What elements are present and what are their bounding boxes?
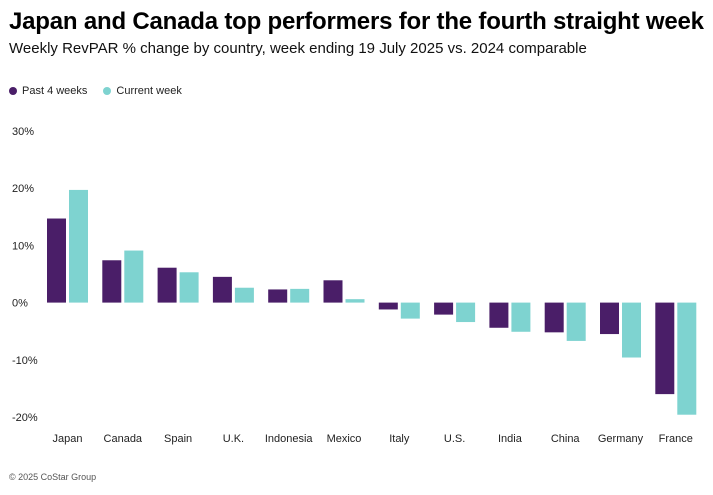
x-tick-label: Italy <box>389 433 410 445</box>
x-tick-label: Japan <box>53 433 83 445</box>
bar-current-week-germany <box>622 302 641 358</box>
bar-current-week-canada <box>124 250 144 303</box>
bar-past-4-weeks-china <box>544 302 564 333</box>
bar-past-4-weeks-canada <box>102 260 122 303</box>
x-tick-label: India <box>498 433 523 445</box>
y-tick-label: -20% <box>12 412 38 424</box>
bar-past-4-weeks-indonesia <box>268 289 288 303</box>
x-tick-label: France <box>659 433 693 445</box>
x-tick-label: Canada <box>104 433 143 445</box>
bar-current-week-us <box>456 302 476 323</box>
bar-current-week-italy <box>400 302 420 319</box>
bar-current-week-india <box>511 302 531 332</box>
bar-past-4-weeks-germany <box>600 302 619 335</box>
x-tick-label: Spain <box>164 433 192 445</box>
x-tick-label: Mexico <box>327 433 362 445</box>
copyright-footer: © 2025 CoStar Group <box>9 472 97 482</box>
legend-item-current-week: Current week <box>103 85 182 97</box>
y-tick-label: 20% <box>12 183 34 195</box>
bar-current-week-mexico <box>345 299 365 303</box>
legend-item-past-4-weeks: Past 4 weeks <box>9 85 87 97</box>
x-tick-label: U.S. <box>444 433 465 445</box>
bar-current-week-japan <box>69 189 88 303</box>
legend-label-past-4-weeks: Past 4 weeks <box>22 85 88 97</box>
bar-past-4-weeks-italy <box>378 302 398 310</box>
y-tick-label: 30% <box>12 126 34 138</box>
bar-past-4-weeks-india <box>489 302 509 328</box>
bar-current-week-indonesia <box>290 288 310 303</box>
x-tick-label: China <box>551 433 581 445</box>
legend-swatch-past-4-weeks <box>9 87 17 95</box>
y-tick-label: -10% <box>12 355 38 367</box>
bar-current-week-france <box>677 302 697 415</box>
legend: Past 4 weeks Current week <box>9 85 198 97</box>
y-tick-label: 10% <box>12 240 34 252</box>
y-tick-label: 0% <box>12 298 28 310</box>
legend-swatch-current-week <box>103 87 112 95</box>
chart-title: Japan and Canada top performers for the … <box>9 8 704 35</box>
bar-past-4-weeks-uk <box>212 276 232 303</box>
legend-label-current-week: Current week <box>116 85 182 97</box>
bar-past-4-weeks-spain <box>157 267 177 303</box>
bar-current-week-china <box>566 302 586 341</box>
bar-past-4-weeks-france <box>655 302 675 395</box>
x-tick-label: Germany <box>598 433 644 445</box>
x-tick-label: U.K. <box>223 433 244 445</box>
bar-past-4-weeks-japan <box>47 218 66 303</box>
x-tick-label: Indonesia <box>265 433 314 445</box>
bar-past-4-weeks-mexico <box>323 280 343 303</box>
bar-current-week-spain <box>179 272 199 303</box>
bar-past-4-weeks-us <box>434 302 454 315</box>
bar-current-week-uk <box>234 287 254 303</box>
chart-subtitle: Weekly RevPAR % change by country, week … <box>9 40 587 57</box>
